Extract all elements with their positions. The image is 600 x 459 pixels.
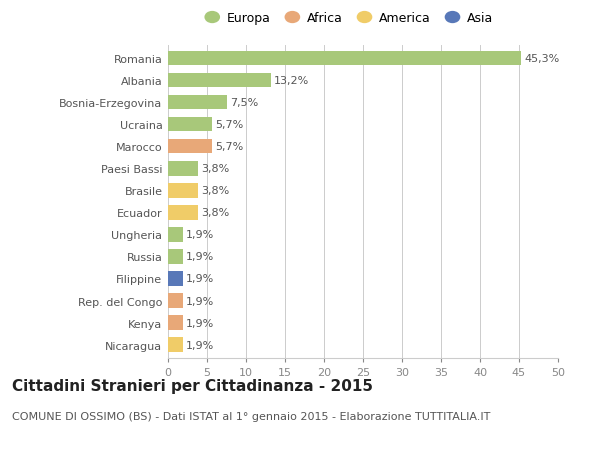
Text: 5,7%: 5,7% [215,120,244,130]
Bar [168,250,183,264]
Legend: Europa, Africa, America, Asia: Europa, Africa, America, Asia [199,9,497,29]
Bar [168,52,521,66]
Bar [168,96,227,110]
Text: 3,8%: 3,8% [201,186,229,196]
Bar [168,272,183,286]
Text: 5,7%: 5,7% [215,142,244,152]
Text: 3,8%: 3,8% [201,164,229,174]
Bar [168,228,183,242]
Text: 13,2%: 13,2% [274,76,310,86]
Bar [168,316,183,330]
Text: Cittadini Stranieri per Cittadinanza - 2015: Cittadini Stranieri per Cittadinanza - 2… [12,379,373,394]
Text: 7,5%: 7,5% [230,98,258,108]
Text: 1,9%: 1,9% [186,340,214,350]
Bar [168,206,197,220]
Text: 3,8%: 3,8% [201,208,229,218]
Bar [168,184,197,198]
Bar [168,74,271,88]
Text: 1,9%: 1,9% [186,318,214,328]
Text: COMUNE DI OSSIMO (BS) - Dati ISTAT al 1° gennaio 2015 - Elaborazione TUTTITALIA.: COMUNE DI OSSIMO (BS) - Dati ISTAT al 1°… [12,411,490,421]
Text: 1,9%: 1,9% [186,296,214,306]
Bar [168,338,183,352]
Text: 45,3%: 45,3% [524,54,560,64]
Bar [168,118,212,132]
Text: 1,9%: 1,9% [186,274,214,284]
Text: 1,9%: 1,9% [186,252,214,262]
Bar [168,140,212,154]
Text: 1,9%: 1,9% [186,230,214,240]
Bar [168,162,197,176]
Bar [168,294,183,308]
